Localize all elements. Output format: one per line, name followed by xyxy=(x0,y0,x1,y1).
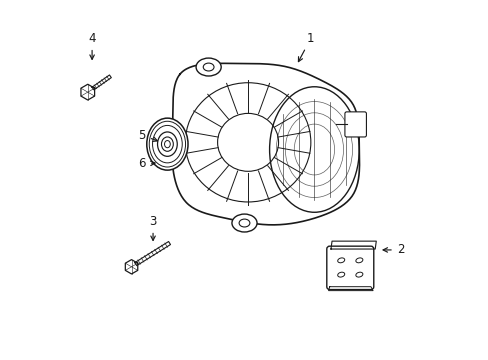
Polygon shape xyxy=(92,75,111,90)
Text: 4: 4 xyxy=(88,32,96,59)
Ellipse shape xyxy=(203,63,214,71)
FancyBboxPatch shape xyxy=(326,246,373,289)
Ellipse shape xyxy=(355,272,362,277)
Ellipse shape xyxy=(161,137,173,151)
FancyBboxPatch shape xyxy=(344,112,366,137)
Text: 1: 1 xyxy=(298,32,314,62)
Polygon shape xyxy=(135,242,170,266)
Ellipse shape xyxy=(337,258,344,263)
Ellipse shape xyxy=(239,219,249,227)
Polygon shape xyxy=(330,241,376,249)
Polygon shape xyxy=(125,260,138,274)
Ellipse shape xyxy=(231,214,257,232)
Ellipse shape xyxy=(355,258,362,263)
Text: 6: 6 xyxy=(138,157,155,170)
Polygon shape xyxy=(328,287,372,291)
Ellipse shape xyxy=(337,272,344,277)
Text: 3: 3 xyxy=(149,215,157,240)
Ellipse shape xyxy=(146,118,187,170)
Text: 2: 2 xyxy=(382,243,404,256)
Ellipse shape xyxy=(164,140,170,148)
Ellipse shape xyxy=(157,132,177,156)
Ellipse shape xyxy=(196,58,221,76)
Text: 5: 5 xyxy=(138,129,157,142)
Polygon shape xyxy=(81,84,94,100)
